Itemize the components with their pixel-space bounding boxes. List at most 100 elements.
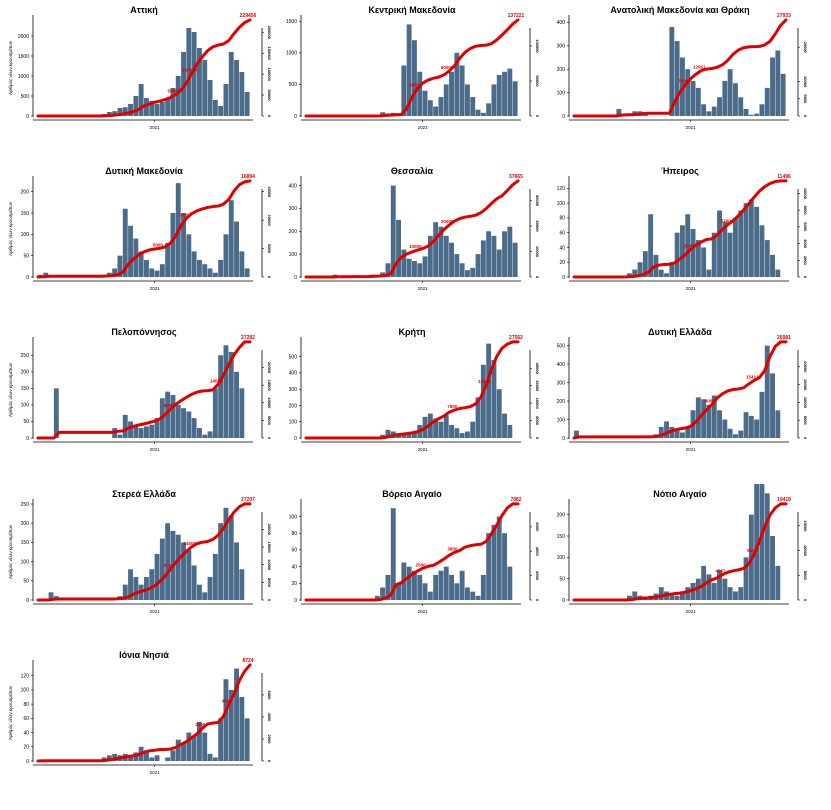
chart-svg: Πελοπόννησος Αριθμός νέων κρουσμάτων 0 50 10… [7, 327, 272, 452]
bar [165, 523, 171, 600]
bar [486, 533, 492, 600]
cumulative-line [304, 18, 520, 118]
bar [181, 213, 186, 277]
bar [764, 345, 770, 438]
bar [406, 433, 412, 438]
y-tick-label: 0 [562, 436, 565, 442]
bar [701, 399, 707, 438]
bar [775, 410, 781, 438]
bar [685, 587, 691, 600]
y-tick-label: 200 [557, 67, 566, 73]
y2-tick-label: 10000 [267, 397, 272, 409]
chart-svg: Ανατολική Μακεδονία και Θράκη 0 100 200 300 4… [557, 5, 808, 130]
bar [417, 71, 423, 116]
bar [165, 757, 171, 761]
total-label: 137221 [508, 13, 525, 19]
y-tick-label: 400 [289, 183, 298, 189]
bar [616, 108, 622, 116]
bar [502, 413, 507, 438]
bar [149, 268, 155, 277]
cumulative-line [304, 502, 520, 602]
bar [406, 258, 412, 277]
bar [722, 419, 728, 438]
bar [202, 732, 208, 761]
bar [449, 242, 454, 277]
bar [159, 264, 165, 277]
bar [191, 251, 197, 277]
total-label: 27562 [509, 335, 523, 341]
bar [186, 28, 192, 116]
cumulative-annotation: 13500 [478, 379, 491, 384]
y-tick-label: 0 [26, 114, 29, 120]
bar [202, 592, 208, 600]
y2-tick-label: 0 [535, 599, 540, 602]
bar [470, 421, 476, 438]
x-tick-label: 2021 [686, 609, 697, 614]
bar [117, 434, 123, 438]
cumulative-annotation: 4800 [222, 698, 233, 703]
y-tick-label: 400 [557, 20, 566, 26]
y-tick-label: 0 [562, 275, 565, 281]
bar [491, 235, 497, 277]
bar [43, 272, 49, 277]
y-tick-label: 200 [557, 399, 566, 405]
y2-tick-label: 2000 [535, 571, 540, 581]
bar [175, 76, 181, 116]
bar [149, 569, 155, 600]
cumulative-annotation: 7800 [447, 404, 458, 409]
cumulative-annotation: 30000 [409, 82, 422, 87]
bar [181, 542, 186, 600]
bar [680, 225, 685, 277]
total-label: 27282 [241, 335, 255, 341]
bar [165, 391, 171, 438]
bar [385, 429, 391, 438]
bar [106, 755, 112, 761]
bar [475, 254, 481, 277]
bar [144, 750, 149, 761]
cumulative-line [304, 179, 520, 279]
x-tick-label: 2021 [150, 125, 161, 130]
y-tick-label: 40 [291, 564, 297, 570]
chart-title: Βόρειο Αιγαίο [382, 489, 442, 499]
cumulative-annotation: 7000 [678, 79, 689, 84]
y2-tick-label: 0 [267, 760, 272, 763]
y2-tick-label: 6000 [535, 522, 540, 532]
bar [669, 27, 675, 116]
bar [412, 570, 417, 600]
bar [717, 210, 722, 277]
bar [459, 263, 465, 277]
y2-tick-label: 5000 [267, 416, 272, 426]
bar [690, 229, 696, 277]
cumulative-annotation: 10000 [409, 244, 422, 249]
bar [770, 536, 775, 600]
y2-tick-label: 20000 [267, 524, 272, 536]
y-tick-label: 0 [26, 275, 29, 281]
bar [207, 80, 213, 116]
bar [754, 113, 760, 116]
bar [433, 106, 439, 116]
bar [775, 50, 781, 116]
y-tick-label: 100 [557, 555, 566, 561]
bar [106, 112, 112, 116]
total-label: 19418 [777, 497, 791, 503]
y-tick-label: 250 [21, 502, 30, 508]
bar [496, 74, 502, 116]
chart-svg: Στερεά Ελλάδα Αριθμός νέων κρουσμάτων 0 50 1… [7, 489, 272, 614]
bar [218, 259, 224, 277]
bar [711, 106, 717, 116]
bar [202, 264, 208, 277]
y-tick-label: 50 [23, 579, 29, 585]
y-tick-label: 120 [21, 673, 30, 679]
y-axis-label: Αριθμός νέων κρουσμάτων [7, 524, 13, 579]
y2-tick-label: 15000 [803, 520, 808, 532]
bar [743, 412, 749, 438]
bar [459, 433, 465, 438]
bar [138, 251, 144, 277]
y-tick-label: 100 [21, 403, 30, 409]
bar [175, 534, 181, 600]
bar [465, 270, 470, 277]
total-label: 229456 [240, 13, 257, 19]
chart-title: Αττική [130, 5, 158, 15]
bar [642, 251, 648, 277]
y-axis-label: Αριθμός νέων κρουσμάτων [7, 685, 13, 740]
